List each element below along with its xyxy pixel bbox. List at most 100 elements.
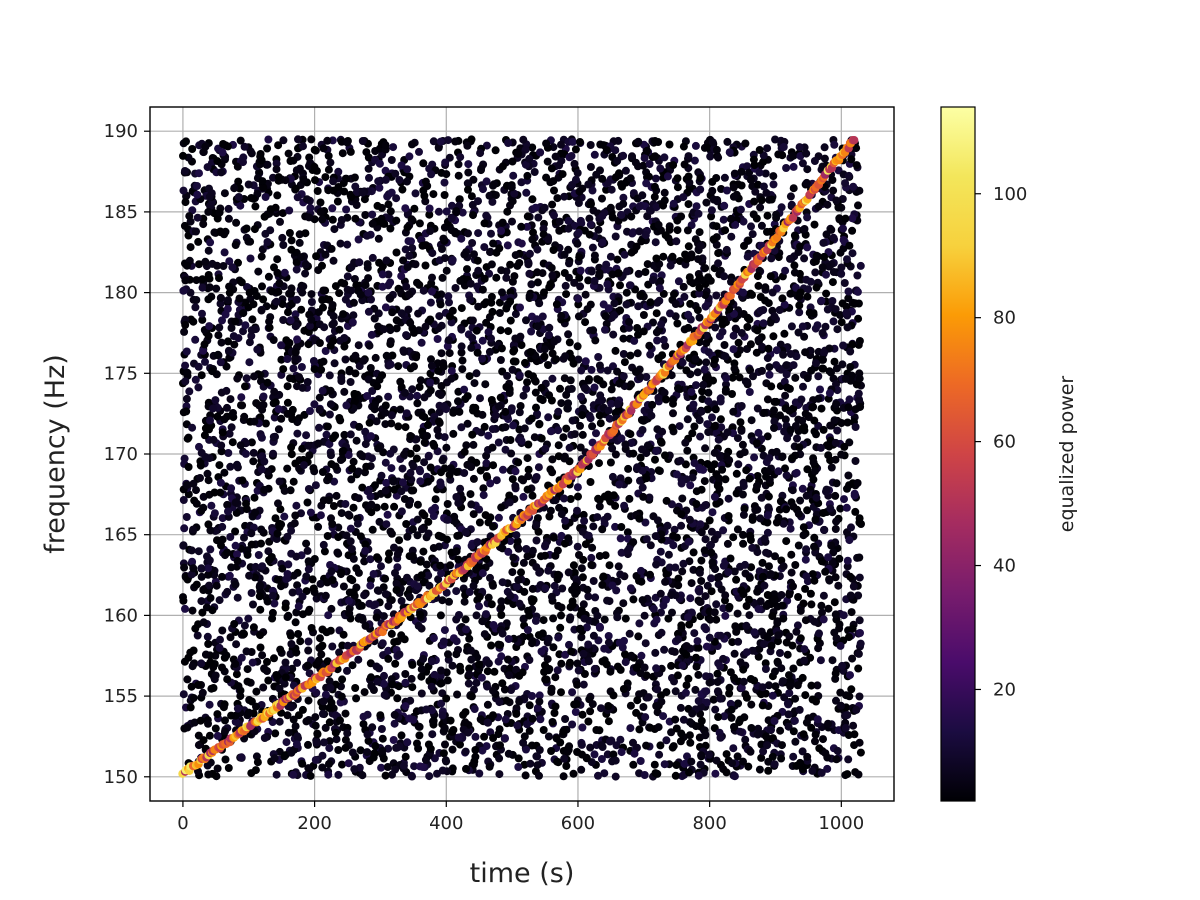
- noise-point: [278, 233, 287, 242]
- noise-point: [515, 371, 524, 380]
- noise-point: [241, 449, 250, 458]
- noise-point: [390, 719, 399, 728]
- noise-point: [529, 228, 537, 237]
- noise-point: [495, 770, 504, 779]
- noise-point: [424, 452, 433, 461]
- noise-point: [251, 508, 260, 517]
- noise-point: [712, 291, 721, 300]
- noise-point: [448, 727, 456, 736]
- noise-point: [502, 696, 511, 705]
- noise-point: [215, 274, 223, 283]
- noise-point: [629, 449, 638, 458]
- noise-point: [497, 611, 506, 619]
- noise-point: [620, 250, 629, 259]
- noise-point: [183, 434, 192, 443]
- noise-point: [676, 703, 685, 712]
- noise-point: [482, 318, 491, 327]
- noise-point: [629, 595, 638, 604]
- noise-point: [318, 751, 327, 760]
- noise-point: [485, 347, 494, 356]
- noise-point: [419, 159, 428, 168]
- noise-point: [651, 174, 660, 183]
- noise-point: [685, 557, 694, 566]
- noise-point: [822, 485, 831, 494]
- noise-point: [633, 349, 642, 358]
- noise-point: [503, 241, 512, 250]
- noise-point: [684, 323, 693, 332]
- noise-point: [573, 239, 582, 248]
- noise-point: [222, 386, 231, 395]
- noise-point: [414, 621, 423, 630]
- noise-point: [767, 382, 776, 391]
- noise-point: [560, 454, 569, 463]
- noise-point: [353, 519, 362, 528]
- noise-point: [606, 458, 615, 467]
- noise-point: [448, 745, 457, 754]
- noise-point: [730, 723, 738, 731]
- noise-point: [544, 634, 553, 643]
- noise-point: [436, 137, 445, 146]
- noise-point: [467, 692, 476, 701]
- noise-point: [548, 374, 557, 383]
- noise-point: [723, 137, 732, 146]
- noise-point: [528, 491, 537, 500]
- noise-point: [285, 338, 294, 347]
- noise-point: [742, 621, 751, 630]
- noise-point: [729, 744, 738, 753]
- noise-point: [669, 161, 678, 170]
- noise-point: [325, 760, 333, 768]
- noise-point: [287, 245, 296, 254]
- noise-point: [794, 541, 803, 550]
- noise-point: [638, 191, 647, 200]
- noise-point: [848, 654, 857, 663]
- noise-point: [424, 517, 433, 526]
- noise-point: [331, 728, 340, 737]
- noise-point: [650, 760, 659, 769]
- noise-point: [582, 623, 591, 632]
- noise-point: [392, 194, 401, 203]
- noise-point: [851, 507, 860, 516]
- noise-point: [719, 215, 728, 224]
- noise-point: [600, 615, 609, 624]
- noise-point: [248, 315, 257, 324]
- noise-point: [601, 325, 609, 334]
- noise-point: [188, 662, 197, 671]
- noise-point: [343, 729, 352, 738]
- noise-point: [247, 589, 256, 597]
- noise-point: [303, 546, 312, 555]
- noise-point: [458, 356, 467, 365]
- noise-point: [669, 742, 678, 751]
- noise-point: [191, 303, 200, 312]
- noise-point: [390, 502, 399, 511]
- noise-point: [579, 649, 588, 658]
- noise-point: [596, 419, 605, 428]
- noise-point: [310, 145, 319, 154]
- noise-point: [420, 458, 429, 467]
- noise-point: [479, 491, 488, 500]
- noise-point: [438, 711, 447, 720]
- noise-point: [636, 757, 645, 765]
- noise-point: [340, 430, 349, 439]
- noise-point: [311, 481, 320, 490]
- noise-point: [785, 590, 794, 599]
- noise-point: [559, 433, 568, 442]
- noise-point: [408, 385, 417, 394]
- noise-point: [798, 159, 807, 168]
- noise-point: [789, 664, 798, 673]
- noise-point: [697, 751, 706, 760]
- noise-point: [270, 754, 279, 763]
- noise-point: [316, 579, 325, 588]
- noise-point: [790, 231, 799, 240]
- noise-point: [759, 319, 768, 328]
- noise-point: [554, 426, 563, 435]
- noise-point: [652, 328, 661, 337]
- noise-point: [533, 278, 542, 287]
- noise-point: [410, 762, 419, 771]
- noise-point: [439, 637, 448, 646]
- noise-point: [701, 592, 710, 601]
- noise-point: [274, 405, 283, 414]
- noise-point: [489, 621, 498, 629]
- noise-point: [673, 174, 682, 183]
- noise-point: [570, 159, 579, 168]
- noise-point: [469, 440, 478, 449]
